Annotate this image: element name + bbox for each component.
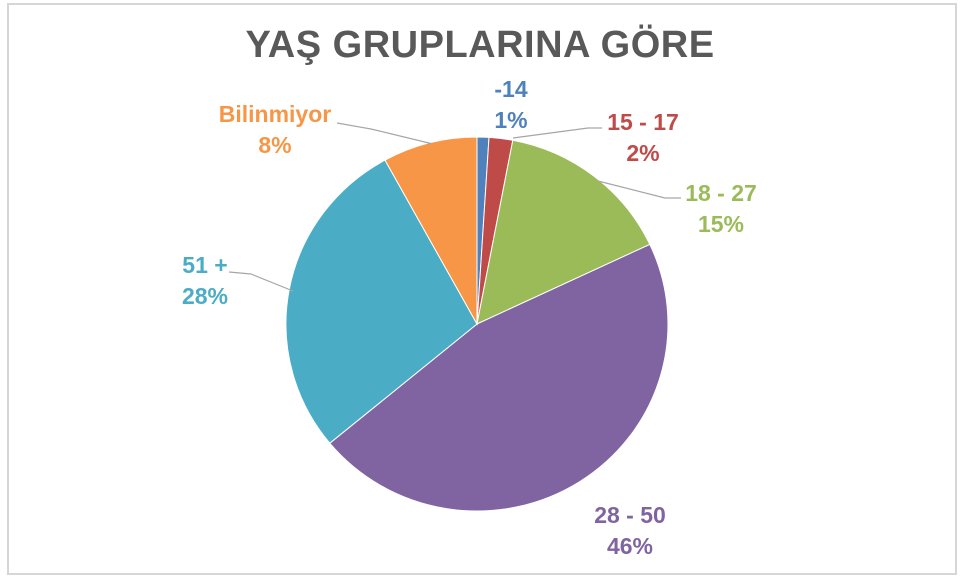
leader-line-bilinmiyor: [336, 122, 434, 145]
leader-line-51: [228, 271, 294, 292]
pie-slice-28-50: [329, 243, 669, 512]
leader-line-18-27: [597, 180, 681, 199]
pie-slice-18-27: [476, 139, 651, 325]
leader-line-15-17: [512, 127, 602, 139]
chart-title: YAŞ GRUPLARINA GÖRE: [245, 24, 715, 66]
